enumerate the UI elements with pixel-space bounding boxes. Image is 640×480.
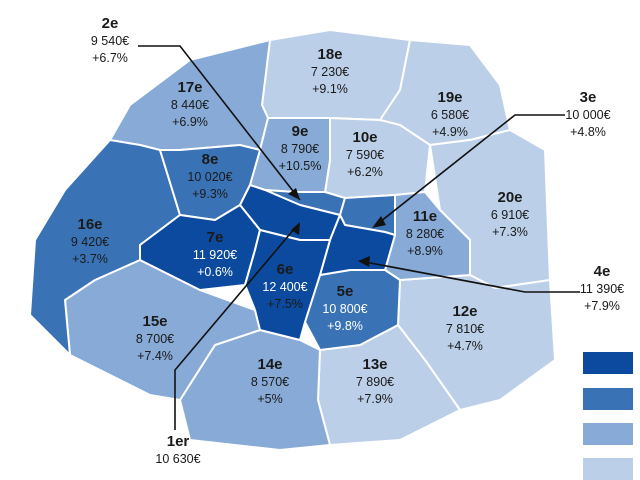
label-5e-change: +9.8% — [327, 319, 363, 333]
label-16e-change: +3.7% — [72, 252, 108, 266]
label-7e-change: +0.6% — [197, 265, 233, 279]
paris-arrondissement-map — [29, 29, 580, 451]
label-4e-price: 11 390€ — [579, 282, 625, 296]
label-7e-name: 7e — [206, 229, 224, 246]
label-13e-price: 7 890€ — [355, 375, 395, 389]
label-16e-price: 9 420€ — [70, 235, 110, 249]
label-19e-price: 6 580€ — [430, 108, 470, 122]
label-17e: 17e 8 440€ +6.9% — [150, 78, 230, 131]
label-17e-change: +6.9% — [172, 115, 208, 129]
label-2e-name: 2e — [101, 15, 119, 32]
label-12e: 12e 7 810€ +4.7% — [425, 302, 505, 355]
label-20e-change: +7.3% — [492, 225, 528, 239]
label-13e: 13e 7 890€ +7.9% — [335, 355, 415, 408]
legend-swatch-darkest — [583, 352, 633, 374]
label-3e-price: 10 000€ — [565, 108, 611, 122]
label-5e: 5e 10 800€ +9.8% — [305, 282, 385, 335]
label-12e-name: 12e — [452, 303, 478, 320]
legend-swatch-medium — [583, 423, 633, 445]
label-19e-name: 19e — [437, 89, 463, 106]
label-3e-name: 3e — [579, 89, 597, 106]
label-12e-change: +4.7% — [447, 339, 483, 353]
region-6e[interactable] — [244, 229, 331, 341]
label-15e: 15e 8 700€ +7.4% — [115, 312, 195, 365]
label-13e-change: +7.9% — [357, 392, 393, 406]
label-6e: 6e 12 400€ +7.5% — [245, 260, 325, 313]
label-4e-change: +7.9% — [584, 299, 620, 313]
label-19e: 19e 6 580€ +4.9% — [410, 88, 490, 141]
label-1er-name: 1er — [166, 433, 190, 450]
arrowhead-1er — [291, 222, 300, 235]
region-4e[interactable] — [319, 214, 396, 276]
arrowhead-3e — [372, 216, 386, 228]
label-3e-change: +4.8% — [570, 125, 606, 139]
label-16e-name: 16e — [77, 216, 103, 233]
leader-line-2e — [138, 45, 301, 201]
label-2e-change: +6.7% — [92, 51, 128, 65]
label-8e: 8e 10 020€ +9.3% — [170, 150, 250, 203]
label-18e-price: 7 230€ — [310, 65, 350, 79]
label-1er-price: 10 630€ — [155, 452, 201, 466]
label-13e-name: 13e — [362, 356, 388, 373]
label-11e-price: 8 280€ — [405, 227, 445, 241]
label-15e-change: +7.4% — [137, 349, 173, 363]
label-12e-price: 7 810€ — [445, 322, 485, 336]
label-2e: 2e 9 540€ +6.7% — [70, 14, 150, 67]
label-10e-name: 10e — [352, 129, 378, 146]
label-18e-change: +9.1% — [312, 82, 348, 96]
label-10e-change: +6.2% — [347, 165, 383, 179]
label-15e-name: 15e — [142, 313, 168, 330]
label-10e: 10e 7 590€ +6.2% — [325, 128, 405, 181]
label-20e-price: 6 910€ — [490, 208, 530, 222]
arrowhead-2e — [288, 188, 300, 200]
label-11e-name: 11e — [412, 208, 438, 225]
label-18e-name: 18e — [317, 46, 343, 63]
arrowhead-4e — [358, 256, 370, 267]
label-14e: 14e 8 570€ +5% — [230, 355, 310, 408]
label-14e-name: 14e — [257, 356, 283, 373]
label-6e-name: 6e — [276, 261, 294, 278]
label-18e: 18e 7 230€ +9.1% — [290, 45, 370, 98]
label-9e-change: +10.5% — [278, 159, 322, 173]
label-8e-price: 10 020€ — [187, 170, 233, 184]
label-1er: 1er 10 630€ — [138, 432, 218, 468]
label-3e: 3e 10 000€ +4.8% — [556, 88, 620, 141]
legend-swatch-dark — [583, 388, 633, 410]
label-10e-price: 7 590€ — [345, 148, 385, 162]
label-11e-change: +8.9% — [407, 244, 443, 258]
label-7e: 7e 11 920€ +0.6% — [175, 228, 255, 281]
label-5e-price: 10 800€ — [322, 302, 368, 316]
label-7e-price: 11 920€ — [192, 248, 238, 262]
label-9e-name: 9e — [291, 123, 309, 140]
label-4e: 4e 11 390€ +7.9% — [568, 262, 636, 315]
label-4e-name: 4e — [593, 263, 611, 280]
label-5e-name: 5e — [336, 283, 354, 300]
label-2e-price: 9 540€ — [90, 34, 130, 48]
legend-swatch-light — [583, 458, 633, 480]
label-8e-change: +9.3% — [192, 187, 228, 201]
label-15e-price: 8 700€ — [135, 332, 175, 346]
label-14e-change: +5% — [257, 392, 283, 406]
label-9e-price: 8 790€ — [280, 142, 320, 156]
leader-line-1er — [174, 227, 296, 430]
label-19e-change: +4.9% — [432, 125, 468, 139]
label-17e-price: 8 440€ — [170, 98, 210, 112]
leader-line-4e — [364, 261, 580, 293]
label-8e-name: 8e — [201, 151, 219, 168]
label-20e-name: 20e — [497, 189, 523, 206]
label-14e-price: 8 570€ — [250, 375, 290, 389]
label-17e-name: 17e — [177, 79, 203, 96]
label-16e: 16e 9 420€ +3.7% — [55, 215, 125, 268]
label-9e: 9e 8 790€ +10.5% — [260, 122, 340, 175]
label-6e-change: +7.5% — [267, 297, 303, 311]
label-20e: 20e 6 910€ +7.3% — [470, 188, 550, 241]
leader-line-3e — [379, 114, 565, 223]
label-6e-price: 12 400€ — [262, 280, 308, 294]
label-11e: 11e 8 280€ +8.9% — [385, 207, 465, 260]
